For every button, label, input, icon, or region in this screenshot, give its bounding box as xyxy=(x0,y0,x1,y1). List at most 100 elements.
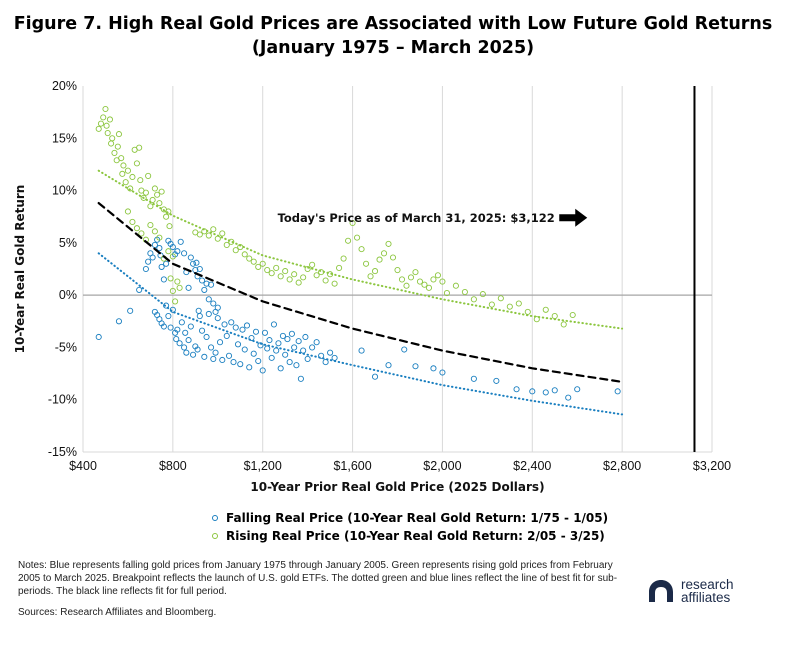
point-falling-76 xyxy=(230,359,237,366)
point-rising-49 xyxy=(151,228,158,235)
point-falling-73 xyxy=(223,332,230,339)
point-rising-48 xyxy=(147,222,154,229)
point-rising-31 xyxy=(154,191,161,198)
point-falling-102 xyxy=(288,330,295,337)
point-rising-74 xyxy=(282,268,289,275)
point-rising-43 xyxy=(124,208,131,215)
point-falling-56 xyxy=(187,323,194,330)
legend-label-rising: Rising Real Price (10-Year Real Gold Ret… xyxy=(226,529,605,543)
point-falling-29 xyxy=(196,265,203,273)
y-axis-label: 10-Year Real Gold Return xyxy=(13,185,27,354)
point-rising-109 xyxy=(439,278,446,285)
point-falling-92 xyxy=(266,337,273,344)
point-falling-106 xyxy=(297,375,304,382)
point-rising-19 xyxy=(129,173,136,181)
point-falling-7 xyxy=(149,254,156,261)
point-falling-64 xyxy=(203,333,210,341)
point-rising-118 xyxy=(515,300,522,307)
point-falling-20 xyxy=(177,238,184,245)
point-falling-105 xyxy=(295,338,302,345)
point-falling-124 xyxy=(493,377,500,384)
x-tick-label-3: $1,600 xyxy=(333,459,371,473)
point-rising-66 xyxy=(246,255,253,262)
x-tick-label-2: $1,200 xyxy=(244,459,282,473)
point-falling-57 xyxy=(190,351,197,358)
point-falling-59 xyxy=(194,346,201,353)
point-rising-90 xyxy=(354,234,361,241)
point-falling-103 xyxy=(291,344,298,351)
data-points xyxy=(95,105,621,401)
point-falling-89 xyxy=(259,367,266,374)
y-tick-label-2: -5% xyxy=(55,340,77,354)
annotations: Today's Price as of March 31, 2025: $3,1… xyxy=(278,86,696,452)
point-falling-23 xyxy=(185,284,192,291)
point-rising-59 xyxy=(214,235,221,242)
point-falling-116 xyxy=(358,347,365,354)
point-falling-119 xyxy=(401,346,408,353)
point-rising-98 xyxy=(389,254,397,261)
point-rising-110 xyxy=(443,290,450,297)
y-tick-label-1: -10% xyxy=(48,393,77,407)
research-affiliates-logo: research affiliates xyxy=(647,578,734,604)
point-rising-7 xyxy=(108,140,115,147)
point-rising-5 xyxy=(104,130,111,137)
x-axis-label: 10-Year Prior Real Gold Price (2025 Doll… xyxy=(250,480,544,494)
point-falling-54 xyxy=(183,349,190,356)
point-falling-52 xyxy=(181,344,188,351)
point-rising-37 xyxy=(166,223,173,230)
point-falling-121 xyxy=(430,365,437,372)
point-rising-67 xyxy=(250,258,257,265)
point-falling-111 xyxy=(313,339,320,346)
point-rising-35 xyxy=(163,213,170,220)
point-falling-68 xyxy=(212,349,219,356)
point-falling-80 xyxy=(239,326,246,333)
legend-marker-falling xyxy=(212,515,218,521)
point-rising-106 xyxy=(425,284,433,291)
point-rising-8 xyxy=(109,135,116,142)
point-falling-37 xyxy=(214,304,221,311)
point-rising-4 xyxy=(103,122,110,129)
point-falling-108 xyxy=(302,333,309,341)
point-rising-114 xyxy=(479,291,486,298)
logo-text-affiliates: affiliates xyxy=(681,590,731,605)
point-falling-24 xyxy=(187,254,194,261)
chart-title-line1: Figure 7. High Real Gold Prices are Asso… xyxy=(13,14,773,34)
y-tick-label-4: 5% xyxy=(59,236,77,250)
point-falling-61 xyxy=(196,313,203,320)
point-falling-75 xyxy=(228,319,235,326)
point-rising-101 xyxy=(403,282,410,289)
point-rising-116 xyxy=(497,295,504,302)
point-falling-85 xyxy=(250,350,257,357)
point-rising-79 xyxy=(304,265,311,273)
point-rising-124 xyxy=(569,311,576,319)
y-tick-label-5: 10% xyxy=(52,184,77,198)
point-falling-45 xyxy=(167,324,174,331)
point-rising-97 xyxy=(385,240,392,247)
point-falling-87 xyxy=(255,357,262,365)
point-falling-0 xyxy=(95,333,102,341)
point-falling-126 xyxy=(529,388,536,395)
point-rising-96 xyxy=(380,250,388,257)
point-falling-43 xyxy=(163,302,170,309)
point-falling-114 xyxy=(327,349,334,356)
point-rising-92 xyxy=(362,260,370,267)
point-falling-104 xyxy=(293,362,300,369)
point-rising-72 xyxy=(273,264,280,272)
point-rising-93 xyxy=(367,273,374,280)
point-falling-50 xyxy=(176,340,183,347)
point-falling-72 xyxy=(221,321,228,328)
point-falling-27 xyxy=(193,259,200,266)
x-tick-label-7: $3,200 xyxy=(693,459,731,473)
point-rising-30 xyxy=(151,185,158,192)
point-falling-30 xyxy=(199,277,206,284)
point-rising-83 xyxy=(322,277,329,284)
point-falling-84 xyxy=(248,334,255,342)
point-falling-79 xyxy=(237,361,244,368)
point-falling-35 xyxy=(210,300,217,307)
point-rising-95 xyxy=(376,256,383,263)
point-falling-8 xyxy=(151,241,158,248)
point-rising-80 xyxy=(309,261,316,268)
point-rising-68 xyxy=(255,263,262,270)
point-rising-9 xyxy=(111,149,118,156)
point-rising-100 xyxy=(398,276,406,283)
